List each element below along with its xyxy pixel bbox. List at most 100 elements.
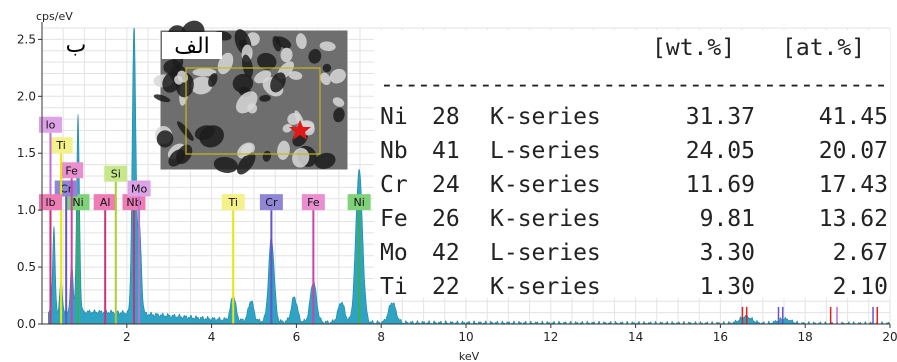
table-cell-wt-percent: 11.69 [686,172,755,198]
element-label-bg [347,194,371,211]
table-cell-element: Mo [380,240,408,266]
microstructure-phase [259,94,271,102]
table-cell-series: L-series [490,240,601,266]
element-label-bg [221,194,245,211]
y-axis-title: cps/eV [36,10,73,23]
x-tick-label: 6 [293,330,301,344]
element-label-bg [93,194,117,211]
element-label-bg [49,137,73,154]
table-cell-wt-percent: 1.30 [700,274,755,300]
y-tick-label: 1.0 [17,203,36,217]
element-label-bg [38,116,62,133]
element-label-ti: Ti [55,139,65,152]
header-wt: [wt.%] [652,35,735,61]
x-tick-label: 14 [628,330,643,344]
tick-labels: 2 4 6 8 10 12 14 16 18 200.00.51.01.52.02.5 [17,32,897,344]
x-tick-label: 4 [208,330,216,344]
table-cell-at-percent: 2.10 [833,274,888,300]
table-cell-element: Nb [380,138,408,164]
microstructure-phase [237,152,256,175]
table-cell-element: Ti [380,274,408,300]
y-tick-label: 0.0 [17,317,36,331]
table-cell-at-percent: 17.43 [819,172,888,198]
microstructure-phase [192,68,217,77]
y-tick-label: 2.0 [17,89,36,103]
microstructure-phase [232,73,254,93]
image-panel-label: الف [174,34,210,59]
microstructure-phase [240,143,253,156]
element-label-ti: Ti [228,196,238,209]
table-cell-atomic-number: 22 [432,274,460,300]
x-tick-label: 18 [798,330,813,344]
microstructure-phase [208,73,218,87]
x-axis-title: keV [459,350,480,362]
microstructure-phase [153,94,171,103]
microstructure-phase [272,35,282,52]
element-label-mo: Mo [131,182,147,195]
analysis-frame [185,67,321,155]
element-label-al: Al [100,196,111,209]
table-cell-at-percent: 20.07 [819,138,888,164]
element-label-ni: Ni [72,196,83,209]
element-label-cr: Cr [60,182,73,195]
table-cell-at-percent: 13.62 [819,206,888,232]
composition-table: [wt.%] [at.%] --------------------------… [374,30,890,300]
element-label-ni: Ni [354,196,365,209]
microstructure-phase [277,140,290,160]
element-label-bg [60,162,84,179]
microstructure-phase [282,123,293,133]
microstructure-phase [236,91,258,114]
y-tick-label: 1.5 [17,146,36,160]
microstructure-phase [194,125,215,141]
table-cell-wt-percent: 24.05 [686,138,755,164]
microstructure-phase [270,72,286,93]
table-cell-series: L-series [490,138,601,164]
element-label-nb: Nb [126,196,141,209]
microstructure-phase [308,48,322,64]
y-tick-label: 0.5 [17,260,36,274]
table-cell-at-percent: 41.45 [819,104,888,130]
table-cell-atomic-number: 42 [432,240,460,266]
y-tick-label: 2.5 [17,32,36,46]
table-cell-atomic-number: 26 [432,206,460,232]
x-tick-label: 10 [458,330,473,344]
microstructure-phase [213,156,238,173]
header-at: [at.%] [782,35,865,61]
microstructure-phase [329,68,346,84]
microstructure-phase [287,112,301,125]
x-tick-label: 2 [123,330,131,344]
microstructure-phase [175,144,193,165]
table-cell-wt-percent: 9.81 [700,206,755,232]
element-label-fe: Fe [65,164,78,177]
microstructure-phase [280,47,293,63]
microstructure-phase [156,130,174,148]
element-label-bg [301,194,325,211]
microstructure-phase [333,107,345,123]
table-cell-element: Fe [380,206,408,232]
micrograph-inset: الف [153,20,349,175]
table-cell-at-percent: 2.67 [833,240,888,266]
spectrum-area [48,28,890,325]
microstructure-phase [320,72,331,86]
table-cell-atomic-number: 28 [432,104,460,130]
element-label-bg [104,165,128,182]
element-label-bg [259,194,283,211]
element-label-fe: Fe [307,196,320,209]
microstructure-phase [295,33,307,50]
x-tick-label: 8 [377,330,385,344]
element-label-bg [38,194,62,211]
table-cell-series: K-series [490,206,601,232]
spectrum-panel-label: ب [66,33,87,58]
microstructure-phase [257,52,277,70]
x-tick-label: 20 [882,330,897,344]
microstructure-phase [190,76,213,95]
table-cell-wt-percent: 31.37 [686,104,755,130]
element-label-lo: lo [46,119,56,132]
microstructure-phase [314,152,336,169]
table-separator: ----------------------------------------… [380,72,888,98]
table-cell-wt-percent: 3.30 [700,240,755,266]
microstructure-phase [163,59,182,75]
spectrum [48,28,890,325]
element-label-cr: Cr [265,196,278,209]
